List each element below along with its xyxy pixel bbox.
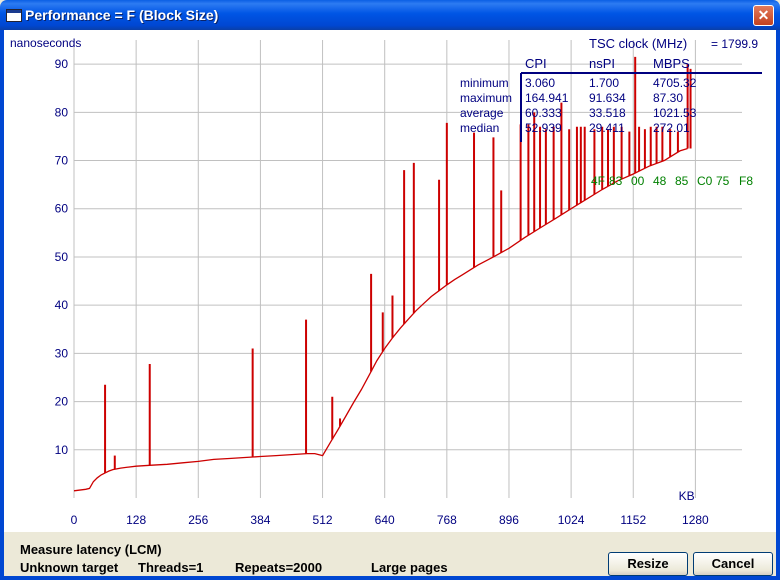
tsc-clock-label: TSC clock (MHz) — [589, 36, 687, 51]
window-frame-right — [776, 30, 780, 580]
y-tick-label: 10 — [55, 443, 69, 457]
y-tick-label: 30 — [55, 346, 69, 360]
code-byte-label: 48 — [653, 174, 667, 188]
x-tick-label: 0 — [71, 513, 78, 527]
pages-label: Large pages — [371, 560, 448, 575]
stats-column-header: CPI — [525, 56, 547, 71]
stats-value: 52.939 — [525, 121, 562, 135]
y-axis-label: nanoseconds — [10, 36, 81, 50]
target-label: Unknown target — [20, 560, 119, 575]
stats-value: 1021.53 — [653, 106, 697, 120]
code-byte-label: 4F — [591, 174, 605, 188]
x-tick-label: 768 — [437, 513, 457, 527]
resize-button[interactable]: Resize — [608, 552, 688, 576]
stats-column-header: MBPS — [653, 56, 690, 71]
window-title: Performance = F (Block Size) — [25, 7, 219, 23]
stats-row-label: maximum — [460, 91, 512, 105]
stats-value: 1.700 — [589, 76, 619, 90]
y-tick-label: 50 — [55, 250, 69, 264]
stats-value: 87.30 — [653, 91, 683, 105]
code-byte-label: 00 — [631, 174, 645, 188]
stats-value: 4705.32 — [653, 76, 697, 90]
y-tick-label: 70 — [55, 154, 69, 168]
threads-label: Threads=1 — [138, 560, 204, 575]
stats-row-label: average — [460, 106, 504, 120]
x-tick-label: 1152 — [620, 513, 646, 527]
stats-column-header: nsPI — [589, 56, 615, 71]
x-tick-label: 896 — [499, 513, 519, 527]
tsc-clock-value: = 1799.9 — [711, 37, 758, 51]
stats-value: 91.634 — [589, 91, 626, 105]
code-byte-label: F8 — [739, 174, 753, 188]
code-byte-label: 85 — [675, 174, 689, 188]
code-byte-label: 75 — [716, 174, 730, 188]
measure-mode-label: Measure latency (LCM) — [20, 542, 162, 557]
status-panel: Measure latency (LCM) Unknown target Thr… — [4, 532, 776, 576]
stats-row-label: minimum — [460, 76, 509, 90]
y-tick-label: 60 — [55, 202, 69, 216]
title-bar[interactable]: Performance = F (Block Size) ✕ — [0, 0, 780, 30]
stats-value: 272.01 — [653, 121, 690, 135]
window-frame-left — [0, 30, 4, 580]
stats-row-label: median — [460, 121, 499, 135]
x-tick-label: 256 — [188, 513, 208, 527]
stats-value: 60.333 — [525, 106, 562, 120]
latency-series-line — [73, 147, 688, 492]
code-byte-label: C0 — [697, 174, 713, 188]
cancel-button[interactable]: Cancel — [693, 552, 773, 576]
y-tick-label: 20 — [55, 395, 69, 409]
x-tick-label: 384 — [250, 513, 270, 527]
x-axis-label: KB — [679, 489, 695, 503]
repeats-label: Repeats=2000 — [235, 560, 323, 575]
stats-value: 29.411 — [589, 121, 625, 135]
stats-value: 3.060 — [525, 76, 555, 90]
chart-svg: 0 128 256 384 512 640 768 896 1024 1152 1280 10 20 30… — [10, 36, 762, 527]
x-tick-label: 512 — [313, 513, 333, 527]
y-tick-label: 90 — [55, 57, 69, 71]
close-button[interactable]: ✕ — [753, 5, 774, 26]
latency-chart: 0 128 256 384 512 640 768 896 1024 1152 1280 10 20 30… — [4, 30, 776, 532]
stats-value: 33.518 — [589, 106, 626, 120]
y-tick-label: 40 — [55, 298, 69, 312]
x-tick-label: 128 — [126, 513, 146, 527]
window-icon — [6, 9, 22, 22]
x-tick-label: 640 — [375, 513, 395, 527]
window-frame-bottom — [0, 576, 780, 580]
code-byte-label: 83 — [609, 174, 623, 188]
x-tick-label: 1024 — [558, 513, 585, 527]
y-tick-label: 80 — [55, 105, 69, 119]
x-tick-label: 1280 — [682, 513, 709, 527]
stats-value: 164.941 — [525, 91, 569, 105]
